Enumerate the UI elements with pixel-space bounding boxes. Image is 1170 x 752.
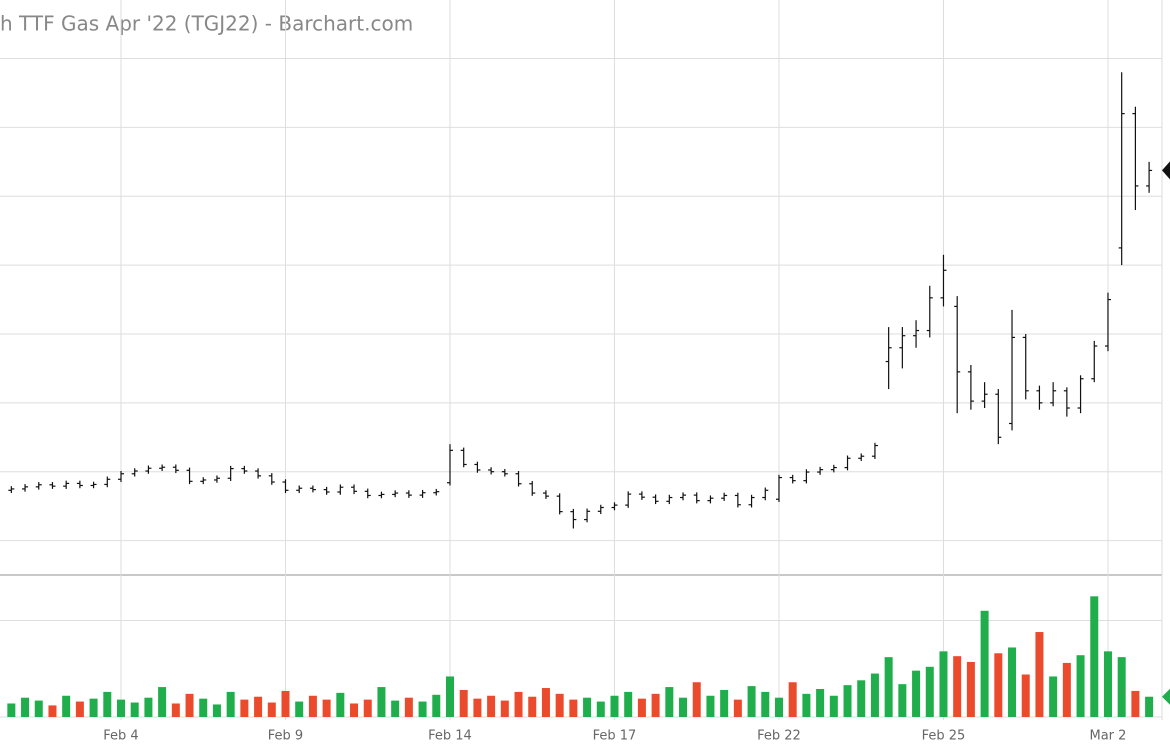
volume-bar bbox=[624, 691, 633, 717]
volume-bar bbox=[281, 690, 290, 717]
x-tick-label: Feb 22 bbox=[757, 729, 801, 744]
volume-bar bbox=[884, 657, 893, 717]
volume-bar bbox=[925, 666, 934, 717]
volume-bar bbox=[7, 703, 16, 717]
volume-bar bbox=[117, 699, 125, 717]
volume-bar bbox=[1145, 696, 1154, 717]
volume-bar bbox=[761, 691, 770, 717]
volume-bar bbox=[555, 693, 564, 717]
volume-bar bbox=[679, 697, 688, 717]
volume-bar bbox=[870, 673, 879, 717]
x-tick-label: Feb 14 bbox=[428, 729, 472, 744]
x-tick-label: Mar 2 bbox=[1090, 729, 1127, 744]
volume-bar bbox=[583, 697, 592, 717]
volume-bar bbox=[1062, 662, 1071, 717]
volume-bar bbox=[322, 699, 331, 717]
volume-bar bbox=[1021, 674, 1030, 717]
volume-bar bbox=[267, 702, 276, 717]
volume-bar bbox=[514, 691, 523, 717]
volume-bar bbox=[788, 682, 797, 717]
volume-bar bbox=[21, 697, 30, 717]
volume-bar bbox=[816, 689, 825, 717]
volume-bar bbox=[994, 653, 1003, 717]
volume-bar bbox=[829, 695, 838, 717]
volume-bar bbox=[103, 691, 112, 717]
volume-bar bbox=[569, 699, 578, 717]
volume-bar bbox=[459, 689, 468, 717]
volume-bar bbox=[966, 661, 975, 717]
volume-bar bbox=[377, 687, 386, 717]
volume-bar bbox=[610, 695, 619, 717]
volume-bar bbox=[295, 701, 304, 717]
last-volume-marker bbox=[1162, 688, 1170, 705]
volume-bar bbox=[843, 685, 852, 717]
volume-bar bbox=[857, 680, 866, 717]
chart-title: h TTF Gas Apr '22 (TGJ22) - Barchart.com bbox=[0, 12, 413, 36]
volume-bar bbox=[939, 651, 948, 717]
volume-bar bbox=[62, 695, 71, 717]
volume-bar bbox=[144, 697, 153, 717]
volume-bar bbox=[1035, 632, 1044, 717]
volume-bar bbox=[637, 698, 646, 717]
volume-bar bbox=[774, 697, 783, 717]
volume-bar bbox=[171, 703, 180, 717]
volume-bar bbox=[1049, 676, 1058, 717]
volume-bar bbox=[720, 689, 729, 717]
volume-bar bbox=[158, 687, 167, 717]
volume-bar bbox=[802, 693, 811, 717]
volume-bar bbox=[665, 687, 674, 717]
x-tick-label: Feb 17 bbox=[593, 729, 637, 744]
volume-bar bbox=[89, 698, 98, 717]
volume-bar bbox=[747, 686, 756, 717]
volume-bar bbox=[445, 676, 454, 717]
volume-bar bbox=[692, 682, 701, 717]
volume-bar bbox=[528, 696, 537, 717]
volume-bar bbox=[487, 695, 496, 717]
volume-bar bbox=[48, 705, 57, 717]
volume-bar bbox=[473, 698, 482, 717]
volume-bar bbox=[1103, 651, 1112, 717]
volume-bar bbox=[185, 693, 194, 717]
volume-bar bbox=[432, 694, 441, 717]
volume-bar bbox=[953, 656, 962, 717]
volume-bar bbox=[404, 697, 413, 717]
volume-bar bbox=[212, 704, 221, 717]
volume-bar bbox=[651, 693, 660, 717]
volume-bar bbox=[912, 670, 921, 717]
volume-bar bbox=[130, 702, 139, 717]
volume-bar bbox=[254, 696, 263, 717]
volume-bar bbox=[1117, 657, 1126, 717]
volume-bar bbox=[363, 699, 372, 717]
last-price-marker bbox=[1162, 161, 1170, 180]
volume-bar bbox=[199, 698, 208, 717]
volume-bar bbox=[75, 701, 84, 717]
volume-bar bbox=[34, 700, 43, 717]
volume-bar bbox=[898, 684, 907, 717]
volume-bar bbox=[240, 699, 249, 717]
x-tick-label: Feb 9 bbox=[268, 729, 303, 744]
volume-bar bbox=[1008, 647, 1017, 717]
volume-bar bbox=[980, 610, 989, 717]
volume-bar bbox=[418, 701, 427, 717]
volume-bar bbox=[1090, 596, 1099, 717]
volume-bar bbox=[1076, 655, 1085, 717]
volume-bar bbox=[733, 699, 742, 717]
volume-bar bbox=[226, 691, 235, 717]
x-tick-label: Feb 4 bbox=[103, 729, 138, 744]
volume-bar bbox=[500, 700, 509, 717]
volume-bar bbox=[350, 703, 359, 717]
volume-bar bbox=[336, 692, 345, 717]
volume-bar bbox=[541, 688, 550, 717]
volume-bar bbox=[391, 700, 400, 717]
volume-bar bbox=[308, 695, 317, 717]
x-tick-label: Feb 25 bbox=[922, 729, 966, 744]
volume-bar bbox=[596, 701, 605, 717]
volume-bar bbox=[706, 695, 715, 717]
volume-bar bbox=[1131, 690, 1140, 717]
